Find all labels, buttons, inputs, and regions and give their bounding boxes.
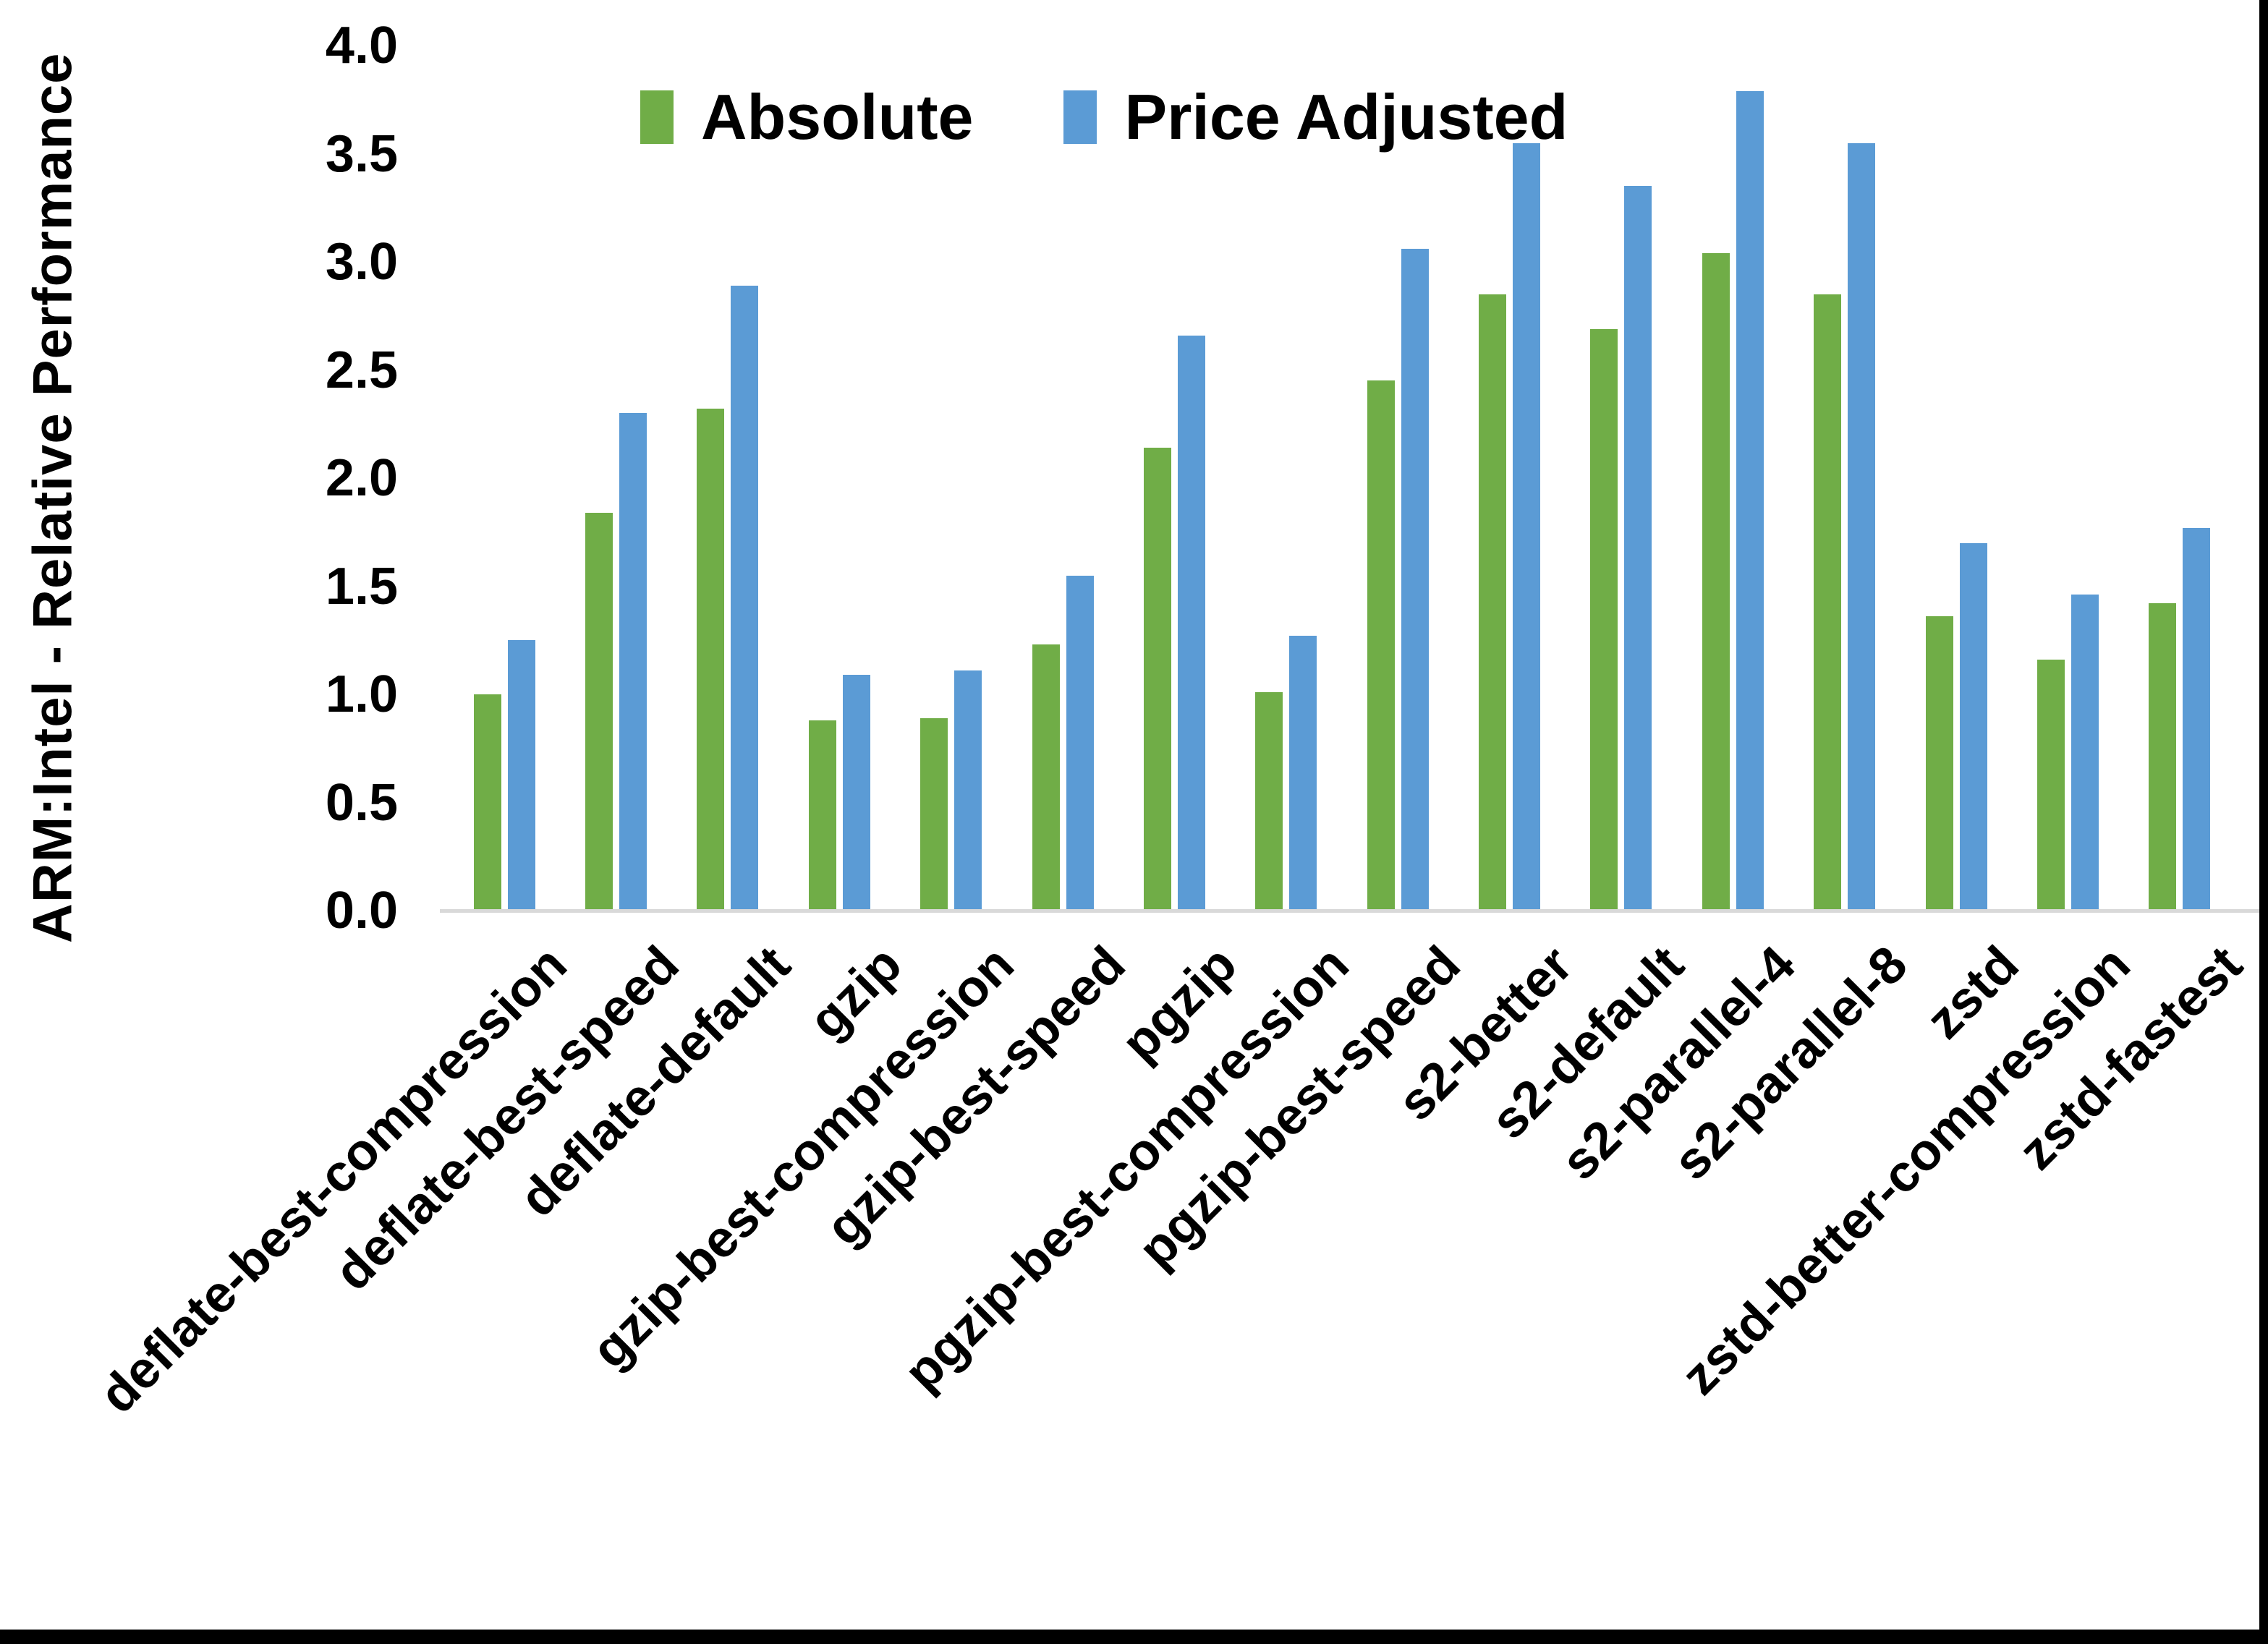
y-tick-label: 3.0 — [325, 233, 398, 291]
bar-group-zstd-fastest — [2124, 46, 2235, 911]
bar-group-deflate-best-speed — [560, 46, 671, 911]
bar-price-adjusted-deflate-best-speed — [619, 413, 647, 911]
bar-absolute-gzip-best-compression — [920, 717, 948, 911]
bar-price-adjusted-zstd-fastest — [2183, 527, 2211, 911]
bar-price-adjusted-pgzip — [1177, 335, 1205, 911]
y-tick-label: 3.5 — [325, 124, 398, 183]
bar-group-gzip — [783, 46, 895, 911]
bar-group-deflate-default — [672, 46, 783, 911]
bar-price-adjusted-s2-parallel-8 — [1848, 142, 1876, 911]
x-axis-labels: deflate-best-compression deflate-best-spe… — [89, 935, 2254, 1624]
bar-absolute-s2-parallel-8 — [1814, 294, 1842, 911]
bar-price-adjusted-s2-better — [1513, 142, 1541, 911]
bar-absolute-pgzip — [1143, 448, 1171, 911]
y-tick-label: 4.0 — [325, 17, 398, 74]
bar-group-s2-parallel-8 — [1789, 46, 1900, 911]
legend-swatch-icon — [640, 90, 674, 144]
bar-price-adjusted-pgzip-best-compression — [1289, 636, 1317, 911]
bar-absolute-s2-default — [1590, 328, 1618, 911]
bar-price-adjusted-s2-default — [1624, 186, 1652, 911]
bar-group-pgzip-best-speed — [1342, 46, 1453, 911]
y-tick-label: 0.0 — [325, 882, 398, 940]
bar-group-pgzip — [1118, 46, 1230, 911]
bar-group-deflate-best-compression — [449, 46, 560, 911]
bar-absolute-deflate-default — [697, 409, 725, 911]
bar-absolute-deflate-best-speed — [585, 512, 613, 911]
bar-price-adjusted-deflate-best-compression — [507, 640, 535, 911]
bar-group-s2-better — [1453, 46, 1565, 911]
bar-group-gzip-best-compression — [896, 46, 1007, 911]
bar-price-adjusted-zstd — [1959, 542, 1987, 911]
bar-group-s2-default — [1566, 46, 1677, 911]
x-axis-line — [440, 909, 2268, 913]
y-tick-label: 2.0 — [325, 449, 398, 507]
bar-price-adjusted-gzip — [842, 675, 870, 911]
bar-absolute-zstd-better-compression — [2036, 660, 2065, 911]
bar-absolute-zstd — [1925, 616, 1953, 911]
bar-absolute-gzip-best-speed — [1032, 644, 1060, 911]
bar-price-adjusted-deflate-default — [731, 285, 759, 911]
bar-absolute-zstd-fastest — [2149, 603, 2177, 911]
bar-price-adjusted-pgzip-best-speed — [1401, 249, 1429, 911]
legend-label: Absolute — [701, 81, 974, 153]
legend-swatch-icon — [1063, 90, 1097, 144]
bar-absolute-gzip — [808, 720, 836, 911]
plot-area — [440, 46, 2268, 913]
bars-container — [449, 46, 2235, 911]
y-tick-label: 1.0 — [325, 665, 398, 723]
window-border-bottom — [0, 1630, 2268, 1644]
bar-group-gzip-best-speed — [1007, 46, 1118, 911]
bar-absolute-deflate-best-compression — [473, 694, 501, 911]
bar-price-adjusted-s2-parallel-4 — [1736, 90, 1764, 911]
x-tick-label-deflate-best-compression: deflate-best-compression — [88, 935, 578, 1425]
bar-absolute-s2-better — [1479, 294, 1507, 911]
bar-absolute-pgzip-best-compression — [1255, 692, 1283, 911]
bar-price-adjusted-zstd-better-compression — [2070, 595, 2099, 911]
legend-item-price-adjusted: Price Adjusted — [1063, 85, 1568, 149]
bar-absolute-s2-parallel-4 — [1702, 253, 1730, 911]
y-tick-label: 1.5 — [325, 557, 398, 616]
bar-price-adjusted-gzip-best-compression — [954, 670, 982, 911]
bar-group-pgzip-best-compression — [1231, 46, 1342, 911]
legend: Absolute Price Adjusted — [640, 85, 1568, 149]
bar-group-zstd — [1900, 46, 2012, 911]
y-tick-label: 2.5 — [325, 341, 398, 399]
legend-item-absolute: Absolute — [640, 85, 973, 149]
bar-price-adjusted-gzip-best-speed — [1066, 575, 1094, 911]
legend-label: Price Adjusted — [1124, 81, 1568, 153]
bar-group-zstd-better-compression — [2012, 46, 2123, 911]
bar-group-s2-parallel-4 — [1677, 46, 1788, 911]
window-border-right — [2259, 0, 2268, 1644]
y-axis-ticks: 0.0 0.5 1.0 1.5 2.0 2.5 3.0 3.5 4.0 — [0, 20, 423, 937]
bar-absolute-pgzip-best-speed — [1367, 380, 1395, 911]
y-tick-label: 0.5 — [325, 773, 398, 832]
